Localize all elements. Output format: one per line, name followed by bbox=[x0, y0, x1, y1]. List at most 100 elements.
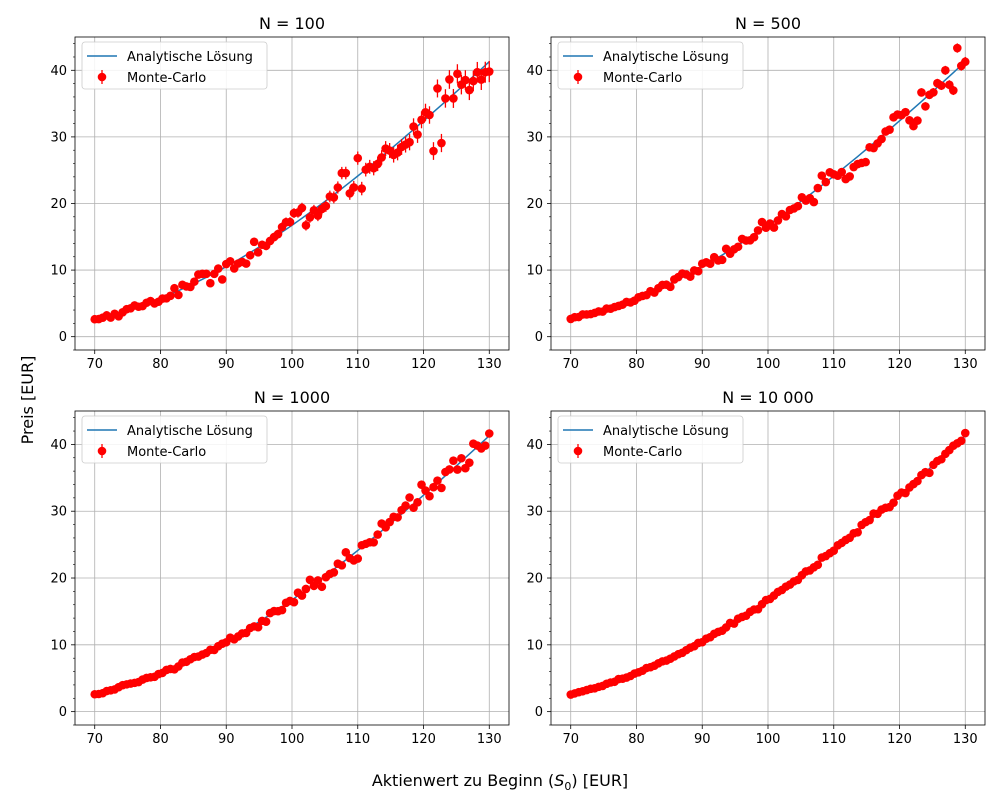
y-tick-label: 30 bbox=[526, 130, 543, 145]
axes: 70 80 90 100 110 120 130 0 10 20 30 40 bbox=[526, 43, 978, 372]
monte-carlo-point bbox=[693, 266, 703, 276]
y-tick-label: 10 bbox=[526, 638, 543, 653]
y-tick-label: 10 bbox=[526, 264, 543, 279]
monte-carlo-point bbox=[484, 429, 494, 438]
x-tick-label: 70 bbox=[86, 732, 103, 747]
monte-carlo-point bbox=[813, 560, 823, 570]
monte-carlo-point bbox=[473, 67, 482, 77]
monte-carlo-point bbox=[449, 94, 458, 103]
monte-carlo-point bbox=[217, 275, 227, 284]
monte-carlo-point bbox=[917, 88, 926, 97]
monte-carlo-point bbox=[289, 597, 299, 607]
monte-carlo-point bbox=[349, 183, 359, 192]
x-tick-label: 80 bbox=[152, 357, 169, 372]
x-tick-label: 120 bbox=[887, 357, 912, 372]
x-tick-label: 80 bbox=[628, 357, 645, 372]
y-tick-label: 30 bbox=[50, 505, 67, 520]
monte-carlo-point bbox=[937, 81, 946, 90]
monte-carlo-point bbox=[369, 538, 378, 547]
monte-carlo-point bbox=[413, 498, 422, 507]
monte-carlo-point bbox=[445, 75, 454, 84]
y-tick-label: 20 bbox=[526, 197, 543, 212]
legend-point-swatch bbox=[573, 446, 583, 456]
monte-carlo-point bbox=[960, 428, 970, 438]
legend-box bbox=[557, 41, 744, 90]
legend-point-swatch bbox=[573, 72, 583, 82]
monte-carlo-point bbox=[921, 102, 930, 111]
monte-carlo-point bbox=[261, 617, 271, 626]
y-tick-label: 20 bbox=[50, 572, 67, 587]
monte-carlo-point bbox=[373, 530, 382, 539]
monte-carlo-point bbox=[956, 436, 966, 446]
legend-label-monte-carlo: Monte-Carlo bbox=[603, 445, 682, 460]
x-tick-label: 120 bbox=[887, 732, 912, 747]
monte-carlo-point bbox=[353, 554, 363, 563]
monte-carlo-point bbox=[666, 282, 675, 292]
y-tick-label: 10 bbox=[50, 264, 67, 279]
monte-carlo-point bbox=[821, 177, 831, 187]
monte-carlo-point bbox=[329, 193, 339, 202]
monte-carlo-point bbox=[241, 259, 251, 268]
y-tick-label: 40 bbox=[50, 64, 67, 79]
monte-carlo-series bbox=[566, 428, 970, 699]
monte-carlo-point bbox=[277, 605, 287, 615]
monte-carlo-point bbox=[685, 272, 695, 281]
monte-carlo-point bbox=[461, 75, 470, 85]
x-tick-label: 120 bbox=[411, 357, 436, 372]
x-tick-label: 100 bbox=[280, 732, 305, 747]
monte-carlo-point bbox=[753, 226, 763, 235]
subplot-title: N = 10 000 bbox=[722, 388, 814, 407]
legend-box bbox=[81, 41, 268, 90]
legend: Analytische Lösung Monte-Carlo bbox=[557, 415, 744, 464]
y-tick-label: 10 bbox=[50, 638, 67, 653]
monte-carlo-point bbox=[297, 591, 307, 600]
y-tick-label: 20 bbox=[50, 197, 67, 212]
legend-point-swatch bbox=[97, 72, 107, 82]
legend: Analytische Lösung Monte-Carlo bbox=[81, 415, 268, 464]
monte-carlo-point bbox=[445, 465, 454, 474]
y-tick-label: 40 bbox=[526, 438, 543, 453]
monte-carlo-point bbox=[941, 66, 950, 75]
monte-carlo-point bbox=[333, 183, 343, 192]
x-tick-label: 130 bbox=[953, 732, 978, 747]
monte-carlo-point bbox=[206, 278, 215, 288]
monte-carlo-point bbox=[477, 75, 486, 84]
monte-carlo-point bbox=[245, 250, 255, 260]
monte-carlo-point bbox=[733, 242, 743, 252]
monte-carlo-point bbox=[469, 76, 478, 86]
x-tick-label: 100 bbox=[756, 732, 781, 747]
legend-label-monte-carlo: Monte-Carlo bbox=[603, 71, 682, 86]
monte-carlo-point bbox=[429, 146, 438, 156]
y-tick-label: 30 bbox=[50, 130, 67, 145]
subplot-title: N = 100 bbox=[259, 14, 325, 33]
monte-carlo-point bbox=[357, 184, 367, 193]
monte-carlo-point bbox=[341, 168, 351, 178]
monte-carlo-point bbox=[437, 138, 446, 148]
plot-area bbox=[566, 43, 970, 324]
monte-carlo-point bbox=[749, 232, 759, 242]
x-tick-label: 100 bbox=[756, 357, 781, 372]
legend-label-monte-carlo: Monte-Carlo bbox=[127, 445, 206, 460]
monte-carlo-point bbox=[174, 290, 183, 300]
monte-carlo-point bbox=[705, 259, 715, 268]
plot-area bbox=[90, 429, 494, 699]
legend-label-analytic: Analytische Lösung bbox=[603, 50, 729, 65]
monte-carlo-point bbox=[253, 248, 263, 257]
monte-carlo-point bbox=[253, 622, 263, 632]
monte-carlo-point bbox=[417, 115, 426, 125]
axes-frame bbox=[74, 36, 510, 351]
monte-carlo-point bbox=[845, 172, 854, 181]
monte-carlo-point bbox=[837, 167, 847, 177]
x-tick-label: 90 bbox=[694, 732, 711, 747]
monte-carlo-point bbox=[273, 229, 283, 239]
x-tick-label: 130 bbox=[477, 732, 502, 747]
monte-carlo-point bbox=[929, 88, 938, 97]
y-axis-label: Preis [EUR] bbox=[18, 356, 37, 445]
x-axis-label-symbol: S bbox=[554, 771, 564, 790]
x-tick-label: 120 bbox=[411, 732, 436, 747]
x-tick-label: 80 bbox=[152, 732, 169, 747]
monte-carlo-point bbox=[809, 197, 819, 207]
monte-carlo-point bbox=[885, 125, 894, 135]
